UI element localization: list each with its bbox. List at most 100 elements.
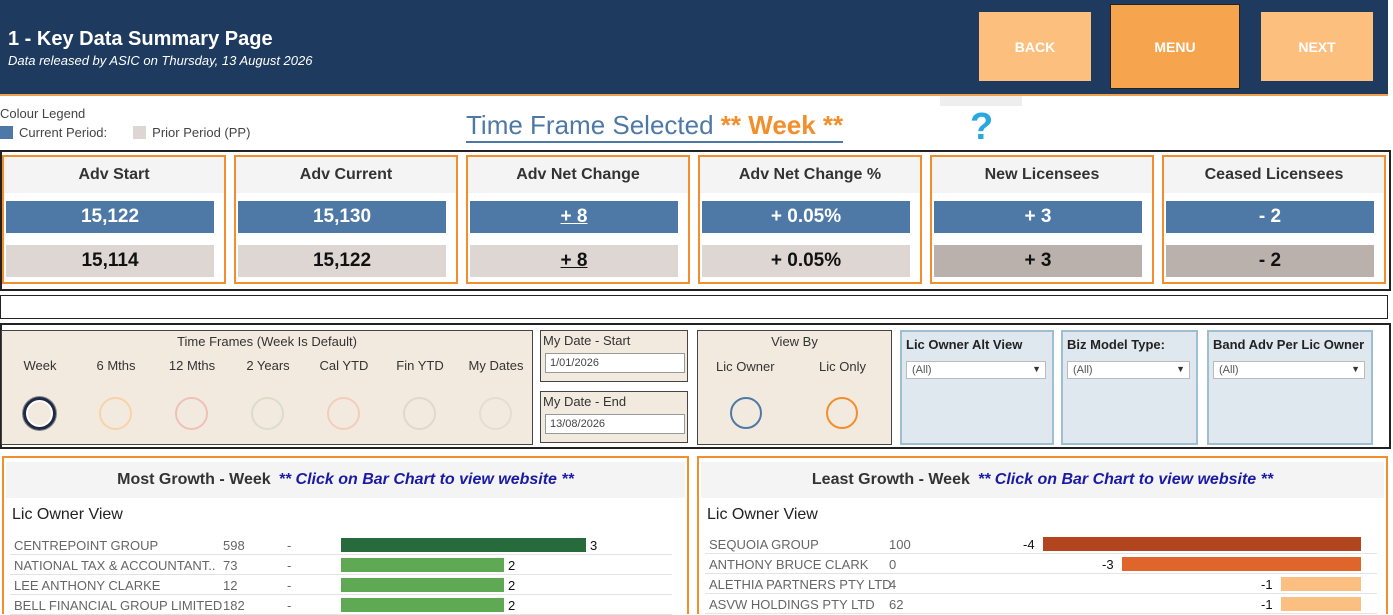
- most-growth-view-title: Lic Owner View: [12, 506, 123, 523]
- least-growth-title: Least Growth - Week: [811, 471, 970, 488]
- legend-prior-label: Prior Period (PP): [152, 125, 251, 140]
- date-end-input[interactable]: 13/08/2026: [545, 414, 685, 434]
- time-frame-radio[interactable]: [479, 397, 512, 430]
- colour-legend: Colour Legend Current Period: Prior Peri…: [0, 106, 250, 140]
- view-by-caption: View By: [771, 334, 818, 349]
- growth-value: 2: [508, 578, 516, 593]
- least-growth-row[interactable]: ANTHONY BRUCE CLARK 0 -3: [705, 554, 1377, 574]
- least-growth-row[interactable]: ALETHIA PARTNERS PTY LTD 4 -1: [705, 574, 1377, 594]
- lic-owner-count: 62: [889, 597, 904, 612]
- kpi-current-value: + 0.05%: [702, 201, 910, 233]
- time-frame-option[interactable]: My Dates: [458, 353, 534, 443]
- lic-owner-count: 4: [889, 577, 897, 592]
- view-by-lic-owner-radio[interactable]: [730, 397, 762, 429]
- time-frame-option-label: Week: [23, 358, 57, 373]
- growth-value: -4: [1023, 537, 1035, 552]
- time-frame-option[interactable]: 12 Mths: [154, 353, 230, 443]
- least-growth-header: Least Growth - Week ** Click on Bar Char…: [701, 462, 1384, 498]
- filter-dropdown-value: (All): [912, 364, 932, 376]
- time-frame-option[interactable]: Week: [2, 353, 78, 443]
- spacer-box: [0, 295, 1388, 319]
- kpi-current-text: + 8: [560, 206, 588, 227]
- growth-bar[interactable]: [341, 578, 504, 592]
- filter-dropdown-box: Lic Owner Alt View (All) ▼: [900, 330, 1054, 445]
- most-growth-title: Most Growth - Week: [117, 471, 271, 488]
- kpi-current-text: + 0.05%: [770, 206, 842, 227]
- growth-value: -1: [1261, 577, 1273, 592]
- kpi-current-text: - 2: [1258, 206, 1282, 227]
- time-frame-option[interactable]: Fin YTD: [382, 353, 458, 443]
- back-button[interactable]: BACK: [979, 12, 1091, 81]
- least-growth-panel: Least Growth - Week ** Click on Bar Char…: [697, 456, 1388, 614]
- legend-title: Colour Legend: [0, 106, 86, 121]
- least-growth-row[interactable]: SEQUOIA GROUP 100 -4: [705, 534, 1377, 554]
- lic-owner-count: 0: [889, 557, 897, 572]
- lic-owner-name: CENTREPOINT GROUP: [14, 538, 159, 553]
- date-end-box: My Date - End 13/08/2026: [540, 391, 688, 443]
- date-start-input[interactable]: 1/01/2026: [545, 353, 685, 373]
- most-growth-header: Most Growth - Week ** Click on Bar Chart…: [6, 462, 685, 498]
- lic-owner-count: 12: [223, 578, 238, 593]
- kpi-current-text: 15,122: [80, 206, 140, 227]
- kpi-row: [0, 150, 1391, 291]
- kpi-card: Adv Current 15,130 15,122: [234, 155, 458, 284]
- view-by-panel: View By Lic Owner Lic Only: [697, 330, 892, 445]
- time-frames-panel: Time Frames (Week Is Default) Week 6 Mths…: [1, 330, 533, 445]
- filter-dropdown-label: Band Adv Per Lic Owner: [1213, 337, 1365, 352]
- growth-bar[interactable]: [341, 558, 504, 572]
- kpi-prior-text: 15,114: [81, 250, 139, 271]
- time-frame-option[interactable]: Cal YTD: [306, 353, 382, 443]
- help-icon[interactable]: ?: [970, 106, 994, 148]
- lic-owner-count: 73: [223, 558, 238, 573]
- time-frame-option[interactable]: 2 Years: [230, 353, 306, 443]
- kpi-prior-value: - 2: [1166, 245, 1374, 277]
- growth-bar[interactable]: [341, 538, 586, 552]
- time-frame-title: Time Frame Selected ** Week **: [466, 110, 844, 143]
- most-growth-row[interactable]: CENTREPOINT GROUP 598 - 3: [10, 535, 672, 555]
- kpi-title: Adv Current: [236, 157, 456, 193]
- kpi-card: Adv Start 15,122 15,114: [2, 155, 226, 284]
- page-subtitle: Data released by ASIC on Thursday, 13 Au…: [8, 53, 313, 68]
- growth-bar[interactable]: [341, 598, 504, 612]
- time-frame-radio[interactable]: [99, 397, 132, 430]
- most-growth-row[interactable]: NATIONAL TAX & ACCOUNTANT.. 73 - 2: [10, 555, 672, 575]
- most-growth-row[interactable]: BELL FINANCIAL GROUP LIMITED 182 - 2: [10, 595, 672, 615]
- most-growth-row[interactable]: LEE ANTHONY CLARKE 12 - 2: [10, 575, 672, 595]
- time-frame-radio[interactable]: [23, 397, 56, 430]
- kpi-prior-text: - 2: [1258, 250, 1282, 271]
- kpi-prior-text: + 8: [560, 250, 588, 271]
- time-frame-radio[interactable]: [403, 397, 436, 430]
- time-frame-option[interactable]: 6 Mths: [78, 353, 154, 443]
- growth-bar[interactable]: [1043, 537, 1361, 551]
- time-frame-value: ** Week **: [720, 110, 844, 140]
- least-growth-row[interactable]: ASVW HOLDINGS PTY LTD 62 -1: [705, 594, 1377, 614]
- time-frame-radio[interactable]: [175, 397, 208, 430]
- view-by-lic-only-radio[interactable]: [826, 397, 858, 429]
- menu-button[interactable]: MENU: [1110, 4, 1240, 89]
- time-frame-radio[interactable]: [327, 397, 360, 430]
- kpi-current-text: 15,130: [312, 206, 372, 227]
- lic-owner-dash: -: [287, 598, 292, 613]
- growth-bar[interactable]: [1281, 577, 1361, 591]
- time-frame-radio[interactable]: [251, 397, 284, 430]
- chevron-down-icon: ▼: [1176, 364, 1185, 374]
- lic-owner-name: BELL FINANCIAL GROUP LIMITED: [14, 598, 223, 613]
- kpi-prior-value: + 3: [934, 245, 1142, 277]
- kpi-current-value: - 2: [1166, 201, 1374, 233]
- kpi-current-value: + 3: [934, 201, 1142, 233]
- time-frame-option-label: 12 Mths: [168, 358, 216, 373]
- kpi-title: Adv Net Change: [468, 157, 688, 193]
- next-button[interactable]: NEXT: [1261, 12, 1373, 81]
- filter-dropdown-select[interactable]: (All) ▼: [906, 361, 1046, 379]
- chevron-down-icon: ▼: [1351, 364, 1360, 374]
- growth-bar[interactable]: [1281, 597, 1361, 611]
- kpi-current-text: + 3: [1024, 206, 1052, 227]
- growth-bar[interactable]: [1122, 557, 1361, 571]
- time-frame-label: Time Frame Selected: [466, 110, 714, 140]
- filter-dropdown-select[interactable]: (All) ▼: [1067, 361, 1190, 379]
- filter-dropdown-label: Lic Owner Alt View: [906, 337, 1023, 352]
- filter-dropdown-select[interactable]: (All) ▼: [1213, 361, 1365, 379]
- lic-owner-name: SEQUOIA GROUP: [709, 537, 819, 552]
- time-frame-option-label: 2 Years: [246, 358, 290, 373]
- lic-owner-name: ANTHONY BRUCE CLARK: [709, 557, 869, 572]
